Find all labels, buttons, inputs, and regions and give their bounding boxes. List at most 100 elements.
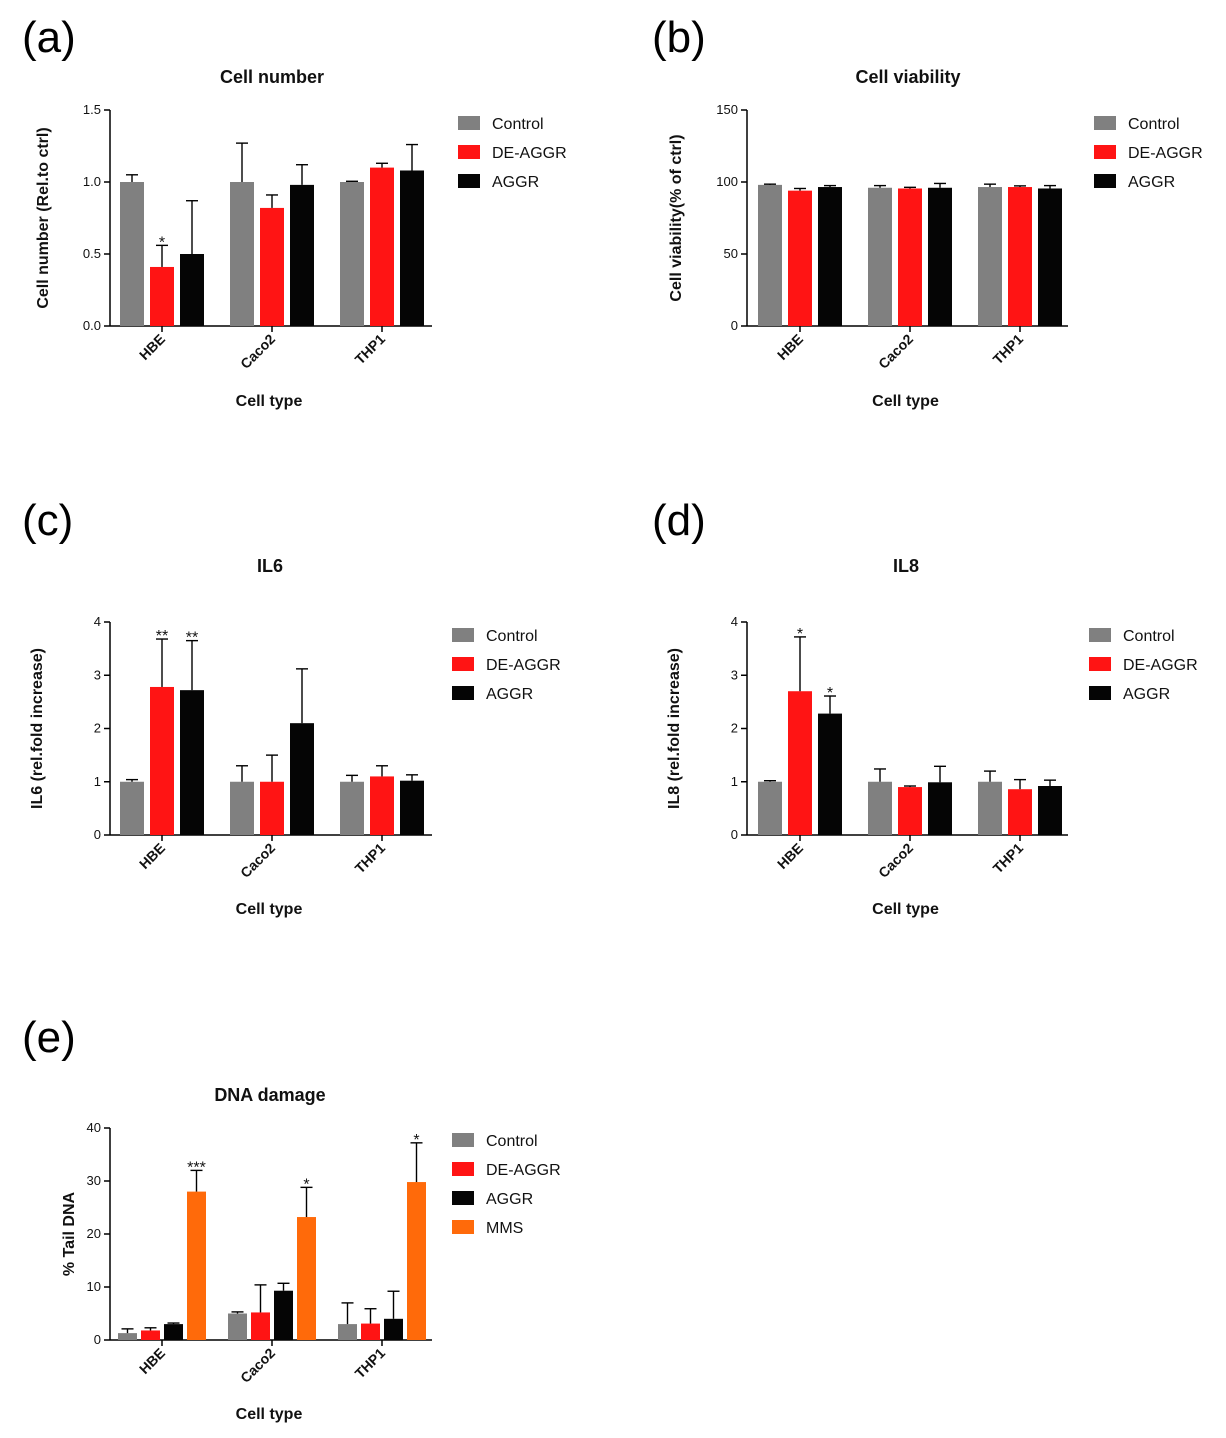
bar-de-aggr-hbe bbox=[788, 190, 812, 326]
legend-label: AGGR bbox=[486, 686, 533, 703]
chart-1: (b) Cell viability 0 50 100 150 Cell viability… bbox=[652, 13, 1203, 410]
bar-de-aggr-caco2 bbox=[898, 787, 922, 835]
bar-de-aggr-hbe bbox=[141, 1330, 160, 1340]
category-label: THP1 bbox=[351, 840, 388, 877]
bar-aggr-thp1 bbox=[400, 780, 424, 835]
bar-aggr-hbe bbox=[818, 187, 842, 326]
panel-letter: (d) bbox=[652, 496, 706, 545]
bar-aggr-caco2 bbox=[290, 184, 314, 326]
bar-mms-caco2 bbox=[297, 1217, 316, 1340]
legend-label: DE-AGGR bbox=[1123, 657, 1198, 674]
y-tick-label: 0.0 bbox=[83, 318, 101, 333]
y-tick-label: 3 bbox=[731, 667, 738, 682]
y-tick-label: 0 bbox=[94, 827, 101, 842]
chart-4: (e) DNA damage 0 10 20 30 40 % Tail DNA *** HBE * C… bbox=[22, 1013, 561, 1423]
bar-control-hbe bbox=[758, 781, 782, 835]
bar-control-thp1 bbox=[978, 187, 1002, 326]
significance-marker: * bbox=[413, 1132, 419, 1149]
legend-swatch bbox=[1089, 657, 1111, 671]
category-label: Caco2 bbox=[237, 331, 278, 372]
category-label: Caco2 bbox=[237, 1345, 278, 1386]
legend-label: DE-AGGR bbox=[492, 145, 567, 162]
y-tick-label: 2 bbox=[94, 721, 101, 736]
y-tick-label: 1 bbox=[94, 774, 101, 789]
category-label: Caco2 bbox=[875, 840, 916, 881]
bar-aggr-thp1 bbox=[384, 1318, 403, 1340]
legend-label: MMS bbox=[486, 1220, 523, 1237]
y-tick-label: 50 bbox=[724, 246, 738, 261]
legend-label: AGGR bbox=[1123, 686, 1170, 703]
panel-letter: (a) bbox=[22, 13, 76, 62]
x-axis-label: Cell type bbox=[236, 393, 303, 410]
bar-control-hbe bbox=[120, 182, 144, 326]
bar-aggr-thp1 bbox=[1038, 188, 1062, 326]
y-tick-label: 40 bbox=[87, 1120, 101, 1135]
bar-de-aggr-thp1 bbox=[1008, 789, 1032, 835]
category-label: HBE bbox=[136, 331, 168, 363]
y-axis-label: IL6 (rel.fold increase) bbox=[29, 648, 46, 809]
bar-de-aggr-caco2 bbox=[260, 781, 284, 835]
legend-swatch bbox=[458, 145, 480, 159]
bar-control-thp1 bbox=[338, 1324, 357, 1340]
legend-label: Control bbox=[492, 116, 544, 133]
bar-control-hbe bbox=[758, 184, 782, 326]
bar-de-aggr-hbe bbox=[788, 691, 812, 835]
legend-swatch bbox=[452, 686, 474, 700]
bar-control-thp1 bbox=[340, 182, 364, 326]
legend-label: AGGR bbox=[492, 174, 539, 191]
bar-aggr-caco2 bbox=[928, 187, 952, 326]
bar-control-thp1 bbox=[978, 781, 1002, 835]
y-tick-label: 3 bbox=[94, 667, 101, 682]
bar-de-aggr-thp1 bbox=[370, 776, 394, 835]
y-tick-label: 150 bbox=[716, 102, 738, 117]
bar-de-aggr-thp1 bbox=[1008, 187, 1032, 326]
category-label: HBE bbox=[136, 840, 168, 872]
chart-2: (c) IL6 0 1 2 3 4 IL6 (rel.fold increase) ** ** HB… bbox=[22, 496, 561, 918]
bar-de-aggr-caco2 bbox=[898, 188, 922, 326]
bar-control-caco2 bbox=[230, 182, 254, 326]
category-label: THP1 bbox=[989, 840, 1026, 877]
significance-marker: * bbox=[797, 626, 803, 643]
legend-label: AGGR bbox=[486, 1191, 533, 1208]
bar-control-hbe bbox=[120, 781, 144, 835]
legend-label: Control bbox=[486, 1133, 538, 1150]
bar-aggr-caco2 bbox=[274, 1290, 293, 1340]
chart-title: Cell number bbox=[220, 67, 324, 87]
bar-control-thp1 bbox=[340, 781, 364, 835]
x-axis-label: Cell type bbox=[236, 901, 303, 918]
legend-swatch bbox=[452, 628, 474, 642]
y-tick-label: 20 bbox=[87, 1226, 101, 1241]
y-tick-label: 100 bbox=[716, 174, 738, 189]
y-tick-label: 4 bbox=[731, 614, 738, 629]
chart-0: (a) Cell number 0.0 0.5 1.0 1.5 Cell number (R… bbox=[22, 13, 567, 410]
bar-control-caco2 bbox=[228, 1313, 247, 1340]
legend-swatch bbox=[452, 1162, 474, 1176]
significance-marker: ** bbox=[156, 628, 168, 645]
panel-letter: (b) bbox=[652, 13, 706, 62]
y-tick-label: 0 bbox=[94, 1332, 101, 1347]
y-tick-label: 1.5 bbox=[83, 102, 101, 117]
bar-mms-thp1 bbox=[407, 1182, 426, 1340]
legend-label: AGGR bbox=[1128, 174, 1175, 191]
bar-de-aggr-hbe bbox=[150, 266, 174, 326]
legend-swatch bbox=[1089, 628, 1111, 642]
legend-label: DE-AGGR bbox=[486, 657, 561, 674]
bar-control-caco2 bbox=[868, 187, 892, 326]
bar-de-aggr-hbe bbox=[150, 686, 174, 835]
legend-swatch bbox=[452, 1220, 474, 1234]
legend-swatch bbox=[1094, 174, 1116, 188]
x-axis-label: Cell type bbox=[236, 1406, 303, 1423]
legend-label: DE-AGGR bbox=[1128, 145, 1203, 162]
panel-letter: (e) bbox=[22, 1013, 76, 1062]
y-tick-label: 0 bbox=[731, 318, 738, 333]
y-tick-label: 0 bbox=[731, 827, 738, 842]
x-axis-label: Cell type bbox=[872, 393, 939, 410]
legend-label: Control bbox=[1128, 116, 1180, 133]
bar-aggr-caco2 bbox=[928, 782, 952, 835]
category-label: Caco2 bbox=[875, 331, 916, 372]
y-tick-label: 4 bbox=[94, 614, 101, 629]
bar-aggr-thp1 bbox=[400, 170, 424, 326]
bar-de-aggr-caco2 bbox=[251, 1312, 270, 1340]
y-tick-label: 30 bbox=[87, 1173, 101, 1188]
